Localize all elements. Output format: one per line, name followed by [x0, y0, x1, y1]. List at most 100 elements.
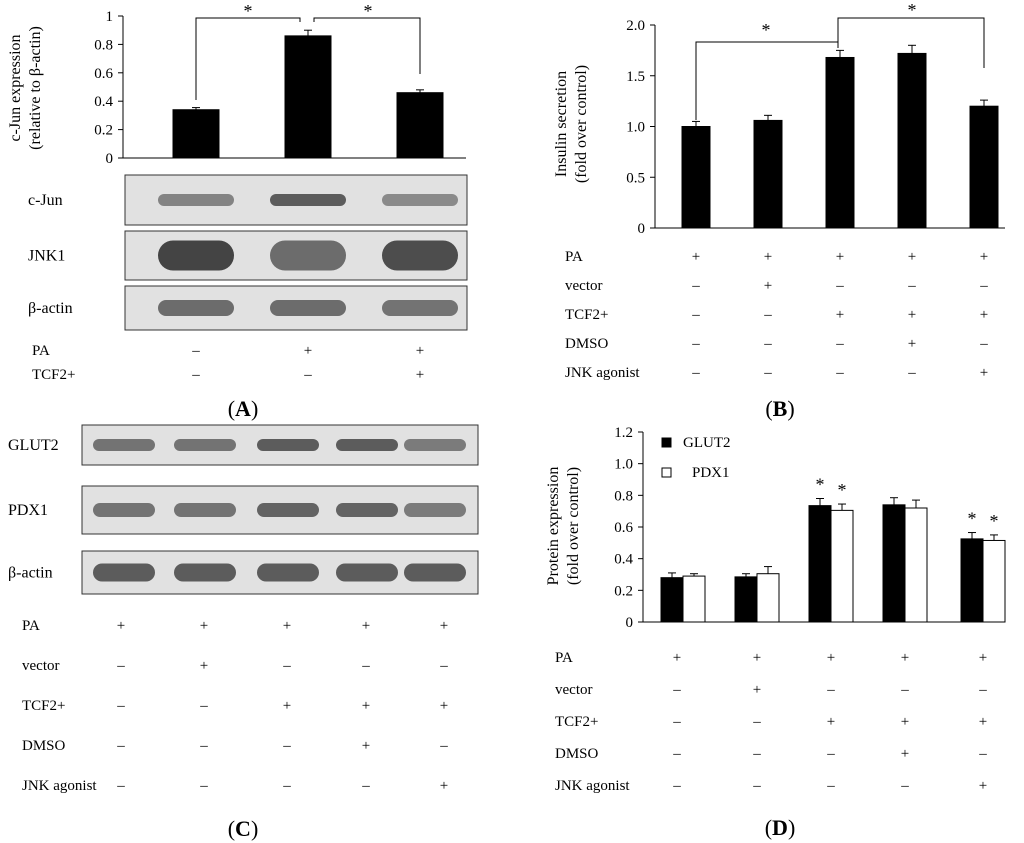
- panel-c-condition-label: PA: [22, 618, 40, 634]
- significance-star: *: [990, 511, 999, 531]
- panel-b-condition-sign: –: [907, 278, 916, 294]
- panel-c-condition-label: TCF2+: [22, 698, 65, 714]
- bar-glut2-5: [960, 538, 984, 623]
- significance-star: *: [908, 0, 917, 20]
- blot-cjun-band: [382, 194, 458, 206]
- panel-d-condition-label: DMSO: [555, 746, 599, 762]
- panel-d-condition-sign: –: [752, 714, 761, 730]
- y-tick-label: 2.0: [626, 18, 645, 34]
- panel-c-condition-sign: –: [116, 778, 125, 794]
- bar-pdx1-4: [904, 507, 928, 623]
- panel-b-condition-sign: +: [908, 307, 916, 323]
- bar-glut2-3: [808, 505, 832, 623]
- y-tick-label: 0.2: [94, 123, 113, 139]
- panel-b-condition-label: TCF2+: [565, 307, 608, 323]
- panel-label-letter: D: [772, 815, 788, 840]
- y-axis-label: (fold over control): [565, 467, 582, 585]
- panel-d-condition-sign: +: [901, 650, 909, 666]
- panel-b-condition-sign: +: [692, 249, 700, 265]
- bar-cjun-3: [396, 92, 444, 159]
- blot-label: c-Jun: [28, 192, 63, 209]
- panel-a-condition-sign: +: [304, 343, 312, 359]
- panel-d-condition-sign: +: [753, 682, 761, 698]
- panel-d-condition-sign: +: [901, 746, 909, 762]
- panel-b-condition-sign: +: [908, 249, 916, 265]
- blot-label: β-actin: [28, 300, 73, 317]
- panel-b-condition-label: PA: [565, 249, 583, 265]
- legend-swatch-glut2: [661, 437, 672, 448]
- blot-actin-band: [382, 300, 458, 316]
- panel-label-letter: A: [235, 396, 251, 421]
- blot-pdx1-band: [404, 503, 466, 517]
- significance-star: *: [244, 1, 253, 21]
- panel-c-condition-sign: –: [439, 738, 448, 754]
- panel-d-condition-sign: +: [901, 714, 909, 730]
- panel-b-condition-label: vector: [565, 278, 602, 294]
- significance-bracket: [195, 17, 301, 100]
- panel-b-condition-label: DMSO: [565, 336, 609, 352]
- panel-c-condition-label: JNK agonist: [22, 778, 97, 794]
- panel-b-condition-sign: +: [980, 365, 988, 381]
- legend-label: GLUT2: [683, 435, 731, 451]
- panel-d-condition-sign: –: [826, 778, 835, 794]
- panel-a-condition-sign: –: [191, 343, 200, 359]
- panel-a-condition-label: PA: [32, 343, 50, 359]
- panel-c-condition-sign: –: [361, 778, 370, 794]
- panel-c-condition-sign: +: [200, 658, 208, 674]
- blot-jnk1-band: [270, 240, 346, 271]
- y-axis-label: Protein expression: [545, 467, 562, 586]
- panel-c-condition-sign: +: [117, 618, 125, 634]
- panel-d-condition-sign: +: [673, 650, 681, 666]
- y-tick-label: 0: [626, 615, 634, 631]
- panel-c-condition-sign: +: [283, 698, 291, 714]
- panel-b-condition-sign: +: [908, 336, 916, 352]
- panel-d-condition-sign: –: [672, 746, 681, 762]
- panel-c-condition-sign: –: [199, 778, 208, 794]
- panel-d-condition-sign: +: [979, 650, 987, 666]
- panel-c-condition-sign: –: [116, 698, 125, 714]
- blot-actin-band: [336, 563, 398, 582]
- panel-b-condition-sign: +: [836, 307, 844, 323]
- panel-d-condition-sign: +: [979, 714, 987, 730]
- significance-star: *: [968, 509, 977, 529]
- blot-label: GLUT2: [8, 437, 59, 454]
- blot-pdx1-band: [174, 503, 236, 517]
- bar-insulin-5: [969, 105, 999, 229]
- legend-swatch-pdx1: [661, 467, 672, 478]
- blot-pdx1-band: [93, 503, 155, 517]
- bar-cjun-2: [284, 35, 332, 159]
- panel-c-condition-sign: –: [116, 738, 125, 754]
- panel-c-condition-sign: +: [200, 618, 208, 634]
- panel-d-condition-sign: –: [672, 682, 681, 698]
- panel-d-condition-label: vector: [555, 682, 592, 698]
- y-tick-label: 0.2: [614, 583, 633, 599]
- panel-a-condition-sign: +: [416, 343, 424, 359]
- panel-b-condition-sign: +: [836, 249, 844, 265]
- bar-cjun-1: [172, 109, 220, 159]
- panel-d-condition-sign: +: [827, 650, 835, 666]
- y-axis-label: (relative to β-actin): [27, 26, 44, 150]
- panel-d-condition-sign: –: [900, 778, 909, 794]
- panel-a-condition-sign: –: [303, 367, 312, 383]
- blot-glut2-band: [174, 439, 236, 451]
- blot-jnk1-band: [158, 240, 234, 271]
- panel-label-letter: B: [773, 396, 788, 421]
- panel-d-condition-sign: –: [672, 778, 681, 794]
- panel-label-open: (: [765, 815, 772, 840]
- panel-c-condition-sign: +: [440, 778, 448, 794]
- blot-glut2-band: [336, 439, 398, 451]
- blot-actin-band: [404, 563, 466, 582]
- blot-glut2-band: [93, 439, 155, 451]
- panel-c-condition-sign: +: [440, 618, 448, 634]
- bar-glut2-1: [660, 577, 684, 623]
- y-tick-label: 1.0: [626, 120, 645, 136]
- panel-a-condition-sign: +: [416, 367, 424, 383]
- panel-a-condition-label: TCF2+: [32, 367, 75, 383]
- significance-star: *: [762, 20, 771, 40]
- y-axis-label: (fold over control): [573, 65, 590, 183]
- bar-insulin-3: [825, 56, 855, 229]
- y-tick-label: 0: [638, 221, 646, 237]
- panel-c-condition-sign: +: [362, 738, 370, 754]
- panel-c-condition-sign: –: [199, 698, 208, 714]
